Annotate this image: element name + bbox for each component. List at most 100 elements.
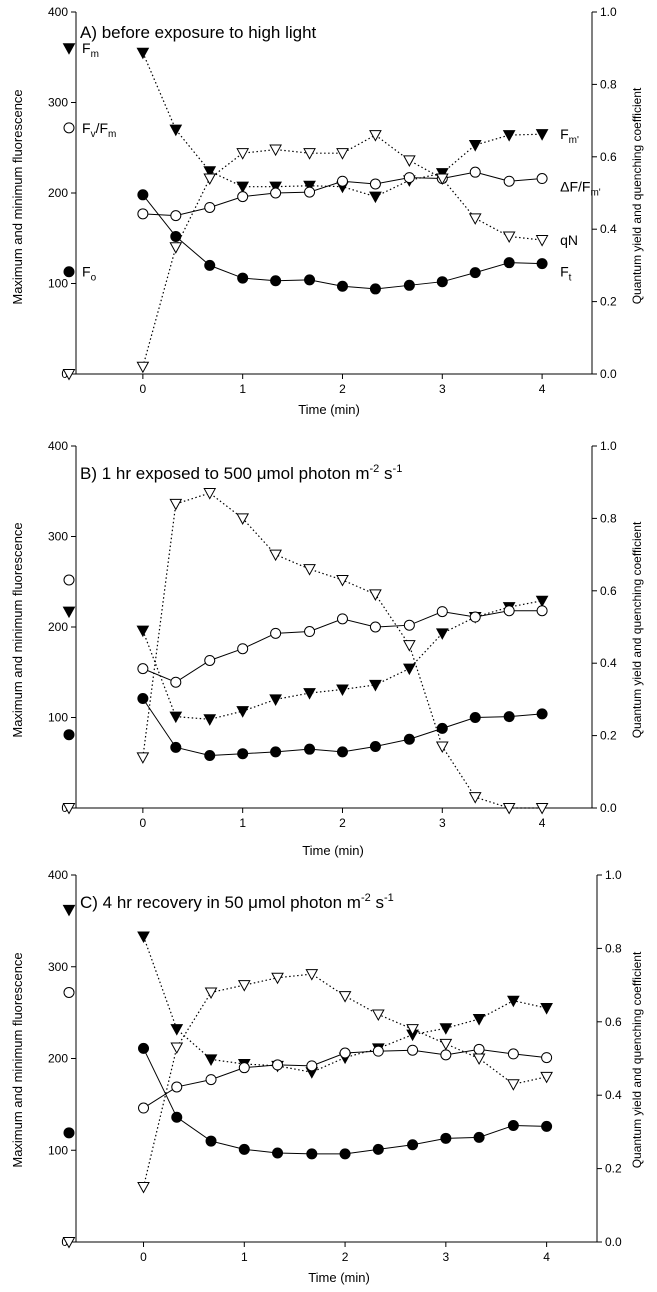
data-point xyxy=(204,987,218,999)
data-point xyxy=(170,741,182,753)
data-point xyxy=(369,283,381,295)
data-point xyxy=(469,712,481,723)
data-point xyxy=(372,1143,384,1155)
series-qn xyxy=(136,488,549,815)
data-point xyxy=(535,595,549,608)
data-point xyxy=(136,47,150,60)
y-axis-label: Maximum and minimum fluorescence xyxy=(10,522,25,737)
x-tick-label: 1 xyxy=(239,382,246,396)
y-tick-label: 100 xyxy=(48,711,68,725)
data-point xyxy=(306,1060,318,1072)
data-point xyxy=(305,969,319,981)
series-qn xyxy=(137,969,553,1194)
data-point xyxy=(540,1003,553,1015)
data-point xyxy=(369,740,381,752)
data-point xyxy=(136,752,150,764)
data-point xyxy=(137,692,149,704)
axis-marker xyxy=(62,803,76,815)
data-point xyxy=(272,1059,284,1071)
data-point xyxy=(169,124,183,137)
data-point xyxy=(336,148,349,160)
data-point xyxy=(502,803,516,815)
x-tick-label: 3 xyxy=(439,816,446,830)
y-tick-label: 0 xyxy=(61,1235,68,1249)
data-point xyxy=(304,274,316,286)
y-tick-label: 200 xyxy=(48,1052,68,1066)
data-point xyxy=(170,1042,184,1055)
data-point xyxy=(436,276,448,288)
y-tick-label: 400 xyxy=(48,868,68,882)
x-tick-label: 1 xyxy=(241,1250,248,1264)
data-point xyxy=(137,189,149,201)
axis-marker xyxy=(63,574,75,586)
y-tick-label: 300 xyxy=(48,96,68,110)
data-point xyxy=(203,714,217,726)
data-point xyxy=(204,1054,218,1066)
data-point xyxy=(503,605,515,617)
x-tick-label: 2 xyxy=(339,382,346,396)
data-point xyxy=(203,166,217,178)
data-point xyxy=(369,130,382,142)
y2-tick-label: 0.2 xyxy=(605,1162,622,1176)
x-tick-label: 0 xyxy=(140,1250,147,1264)
data-point xyxy=(503,257,515,269)
x-tick-label: 3 xyxy=(442,1250,449,1264)
data-point xyxy=(472,1053,486,1066)
data-point xyxy=(236,706,250,718)
x-tick-label: 1 xyxy=(239,816,246,830)
data-point xyxy=(204,750,216,762)
data-point xyxy=(439,1038,453,1051)
axis-marker xyxy=(62,904,76,917)
data-point xyxy=(138,1102,150,1114)
series-line xyxy=(142,492,543,809)
data-point xyxy=(170,210,182,222)
series-ffm xyxy=(137,605,548,688)
data-point xyxy=(440,1049,452,1061)
data-point xyxy=(169,498,183,511)
axis-marker xyxy=(62,1237,76,1249)
axis-marker xyxy=(62,43,76,55)
data-point xyxy=(407,1044,419,1056)
data-point xyxy=(503,711,515,723)
y-tick-label: 100 xyxy=(48,1143,68,1157)
x-tick-label: 4 xyxy=(539,382,546,396)
data-point xyxy=(536,605,548,617)
y-tick-label: 0 xyxy=(61,367,68,381)
data-point xyxy=(270,627,282,639)
x-tick-label: 3 xyxy=(439,382,446,396)
data-point xyxy=(205,1074,217,1086)
y2-tick-label: 1.0 xyxy=(600,5,617,19)
data-point xyxy=(369,191,382,204)
data-point xyxy=(237,748,249,760)
axis-marker xyxy=(63,122,75,134)
panel-title: A) before exposure to high light xyxy=(80,23,317,42)
x-tick-label: 0 xyxy=(140,382,147,396)
data-point xyxy=(403,733,415,745)
y2-tick-label: 0.2 xyxy=(600,729,617,743)
data-point xyxy=(502,231,516,243)
data-point xyxy=(236,148,250,160)
data-point xyxy=(403,155,416,167)
data-point xyxy=(171,1111,183,1123)
data-point xyxy=(469,166,481,178)
series-end-label: qN xyxy=(560,232,578,248)
data-point xyxy=(304,186,316,198)
data-point xyxy=(237,980,251,992)
series-end-label: Ft xyxy=(560,264,572,284)
panel-title: C) 4 hr recovery in 50 μmol photon m-2 s… xyxy=(80,892,394,912)
data-point xyxy=(237,191,249,203)
panel-title: B) 1 hr exposed to 500 μmol photon m-2 s… xyxy=(80,463,402,483)
y2-tick-label: 0.0 xyxy=(605,1235,622,1249)
y2-tick-label: 0.2 xyxy=(600,295,617,309)
series-ffm xyxy=(138,1043,553,1114)
data-point xyxy=(540,1071,553,1084)
data-point xyxy=(304,626,316,638)
y-tick-label: 400 xyxy=(48,439,68,453)
x-tick-label: 2 xyxy=(342,1250,349,1264)
data-point xyxy=(338,991,352,1003)
x-axis-label: Time (min) xyxy=(302,843,364,858)
data-point xyxy=(468,213,482,225)
data-point xyxy=(336,175,348,187)
data-point xyxy=(204,201,216,213)
